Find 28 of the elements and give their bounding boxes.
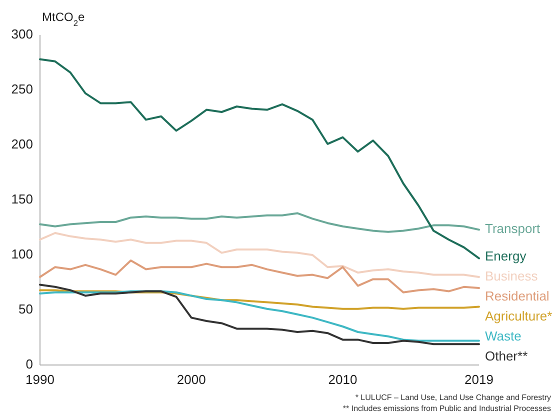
y-tick-label: 100 <box>11 246 33 262</box>
y-tick-label: 200 <box>11 136 33 152</box>
x-tick-label: 2010 <box>328 372 358 387</box>
x-tick-label: 2000 <box>176 372 206 387</box>
series-label: Other** <box>485 348 528 364</box>
x-tick-label: 1990 <box>26 372 54 387</box>
line-series <box>39 212 480 233</box>
line-series <box>39 232 480 278</box>
line-series <box>39 58 480 260</box>
series-label: Agriculture* <box>485 308 552 324</box>
series-label: Business <box>485 268 538 284</box>
line-series <box>39 290 480 342</box>
y-tick-label: 300 <box>11 26 33 42</box>
y-tick-label: 50 <box>18 301 33 316</box>
y-tick-label: 250 <box>11 81 33 96</box>
x-tick-label: 2019 <box>464 372 494 387</box>
y-tick-label: 0 <box>26 356 33 372</box>
series-label: Waste <box>485 328 522 344</box>
line-series <box>39 284 480 346</box>
y-axis-title: MtCO$_{2}$e <box>42 10 86 28</box>
text: * LULUCF – Land Use, Land Use Change and Forestry <box>355 393 551 402</box>
line-series <box>39 260 480 294</box>
series-label: Energy <box>485 248 527 264</box>
text: ** Includes emissions from Public and Industrial Processes <box>342 404 551 413</box>
series-label: Transport <box>485 221 541 236</box>
line-series <box>39 289 480 310</box>
series-label: Residential <box>485 288 550 304</box>
y-tick-label: 150 <box>11 191 33 206</box>
